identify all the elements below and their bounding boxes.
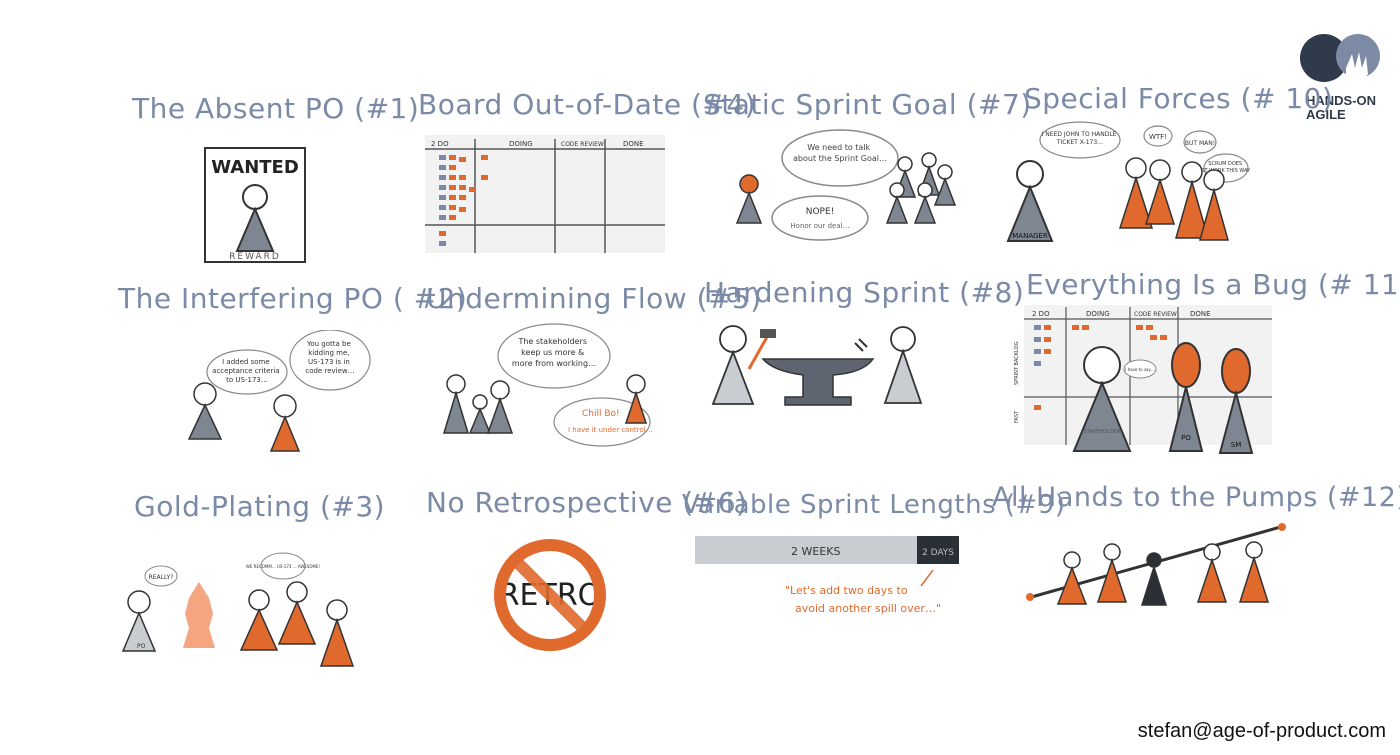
tongs-icon xyxy=(854,338,868,352)
bubble-line: to US-173… xyxy=(226,376,268,384)
bug-col-doing: DOING xyxy=(1086,310,1110,318)
col-done: DONE xyxy=(623,140,644,148)
col-todo: 2 DO xyxy=(431,140,449,148)
brand-name: HANDS-ON AGILE xyxy=(1306,94,1376,122)
bug-bubble: I have to say… xyxy=(1125,367,1155,372)
panel-title-undermining-flow: Undermining Flow (#5) xyxy=(426,282,762,315)
bubble-wtf: WTF! xyxy=(1149,133,1167,141)
brand-line-2: AGILE xyxy=(1306,107,1346,122)
bug-cards xyxy=(1034,325,1167,410)
panel-all-hands xyxy=(1026,523,1286,606)
panel-title-hardening-sprint: Hardening Sprint (#8) xyxy=(704,276,1025,309)
sprint-bar-extra xyxy=(917,536,959,564)
panel-title-special-forces: Special Forces (# 10) xyxy=(1024,82,1334,115)
label-po: PO xyxy=(1181,434,1191,442)
panel-title-board-out-of-date: Board Out-of-Date (#4) xyxy=(418,88,757,121)
bubble-line: The stakeholders xyxy=(517,337,587,346)
bubble-but-man: BUT MAN! xyxy=(1185,140,1215,147)
hands-on-agile-logo xyxy=(1300,34,1380,82)
bubble-line: I NEED JOHN TO HANDLE xyxy=(1042,131,1117,138)
quote-line-2: avoid another spill over…" xyxy=(795,602,941,615)
bubble-added-criteria: I added some acceptance criteria to US-1… xyxy=(212,358,282,384)
bubble-line: about the Sprint Goal… xyxy=(793,154,887,163)
panel-title-gold-plating: Gold-Plating (#3) xyxy=(134,490,386,523)
panel-undermining-flow: The stakeholders keep us more & more fro… xyxy=(442,323,653,447)
bubble-chill-bo: Chill Bo! xyxy=(582,409,620,419)
col-doing: DOING xyxy=(509,140,533,148)
bug-col-done: DONE xyxy=(1190,310,1211,318)
row-sprint-backlog: SPRINT BACKLOG xyxy=(1014,341,1020,385)
wanted-text: WANTED xyxy=(211,157,299,178)
bubble-line: kidding me, xyxy=(308,349,349,357)
task-cards xyxy=(439,155,488,246)
label-sm: SM xyxy=(1231,441,1241,449)
bubble-stakeholders: The stakeholders keep us more & more fro… xyxy=(512,337,596,368)
sprint-bar-extra-label: 2 DAYS xyxy=(922,548,954,558)
panel-title-everything-is-a-bug: Everything Is a Bug (# 11) xyxy=(1026,268,1400,301)
quote-line-1: "Let's add two days to xyxy=(785,584,908,597)
bubble-line: TICKET X-173… xyxy=(1056,139,1103,146)
arrow-icon xyxy=(920,569,934,587)
panel-interfering-po: I added some acceptance criteria to US-1… xyxy=(187,330,371,452)
bubble-line: SCRUM DOES xyxy=(1208,161,1242,167)
anvil-icon xyxy=(761,358,875,406)
panel-title-no-retrospective: No Retrospective (#6) xyxy=(426,486,748,519)
sprint-bar-main xyxy=(695,536,917,564)
col-code-review: CODE REVIEW xyxy=(561,141,604,148)
hammer-head-icon xyxy=(760,329,776,338)
panel-variable-sprint-lengths: 2 WEEKS 2 DAYS "Let's add two days to av… xyxy=(695,536,959,615)
bubble-under-control: I have it under control… xyxy=(568,426,653,434)
panel-hardening-sprint xyxy=(711,325,923,406)
label-manager: MANAGER xyxy=(1012,232,1048,240)
bug-col-code-review: CODE REVIEW xyxy=(1134,311,1177,318)
bubble-line: acceptance criteria xyxy=(212,367,279,375)
bubble-line: US-173 is in xyxy=(308,358,350,366)
bubble-line: I added some xyxy=(222,358,270,366)
row-fast: FAST xyxy=(1014,410,1020,423)
bubble-line: keep us more & xyxy=(521,348,584,357)
sprint-bar-main-label: 2 WEEKS xyxy=(791,545,840,558)
reward-text: REWARD xyxy=(229,252,281,262)
bubble-nope: NOPE! xyxy=(806,207,835,217)
panel-title-interfering-po: The Interfering PO ( #2) xyxy=(118,282,468,315)
bubble-need-john: I NEED JOHN TO HANDLE TICKET X-173… xyxy=(1042,131,1119,146)
contact-email[interactable]: stefan@age-of-product.com xyxy=(1137,720,1386,742)
bubble-line: more from working… xyxy=(512,359,596,368)
panel-everything-is-a-bug: 2 DO DOING CODE REVIEW DONE SPRINT BACKL… xyxy=(1014,305,1272,454)
bubble-line: We need to talk xyxy=(807,143,870,152)
label-po-gold: PO xyxy=(137,643,146,650)
bubble-really: REALLY? xyxy=(149,574,174,581)
dev-team xyxy=(1118,157,1229,241)
bubble-kidding-me: You gotta be kidding me, US-173 is in co… xyxy=(305,340,354,375)
prohibited-icon xyxy=(494,539,606,651)
bubble-line: code review… xyxy=(305,367,354,375)
team-group xyxy=(885,152,957,224)
bubble-line: You gotta be xyxy=(306,340,351,348)
bubble-talk-goal: We need to talk about the Sprint Goal… xyxy=(793,143,887,163)
panel-title-variable-sprint-lengths: Variable Sprint Lengths (#9) xyxy=(682,490,1066,520)
panel-no-retrospective: RETRO xyxy=(494,539,606,651)
bug-col-todo: 2 DO xyxy=(1032,310,1050,318)
panel-special-forces: I NEED JOHN TO HANDLE TICKET X-173… WTF!… xyxy=(1006,121,1250,242)
panel-title-absent-po: The Absent PO (#1) xyxy=(132,92,420,125)
panel-board-out-of-date: 2 DO DOING CODE REVIEW DONE xyxy=(425,135,665,253)
panel-gold-plating: REALLY? WE RECOMM... US-173 ... AWESOME!… xyxy=(121,552,355,667)
panel-title-static-sprint-goal: Static Sprint Goal (#7) xyxy=(703,88,1032,121)
bubble-scrum: SCRUM DOES NOT WORK THIS WAY… xyxy=(1197,161,1250,174)
panel-title-all-hands: All Hands to the Pumps (#12) xyxy=(992,482,1400,513)
hammer-icon xyxy=(747,336,769,370)
bubble-line: NOT WORK THIS WAY… xyxy=(1197,168,1250,174)
panel-absent-po: WANTED REWARD xyxy=(204,147,306,263)
brand-line-1: HANDS-ON xyxy=(1306,93,1377,108)
label-stakeholder: STAKEHOLDER xyxy=(1084,429,1121,435)
panel-static-sprint-goal: We need to talk about the Sprint Goal… N… xyxy=(735,129,957,241)
gold-plated-item-icon xyxy=(183,582,215,648)
bubble-recommend: WE RECOMM... US-173 ... AWESOME! xyxy=(246,564,320,569)
bubble-honor-deal: Honor our deal… xyxy=(790,222,849,230)
